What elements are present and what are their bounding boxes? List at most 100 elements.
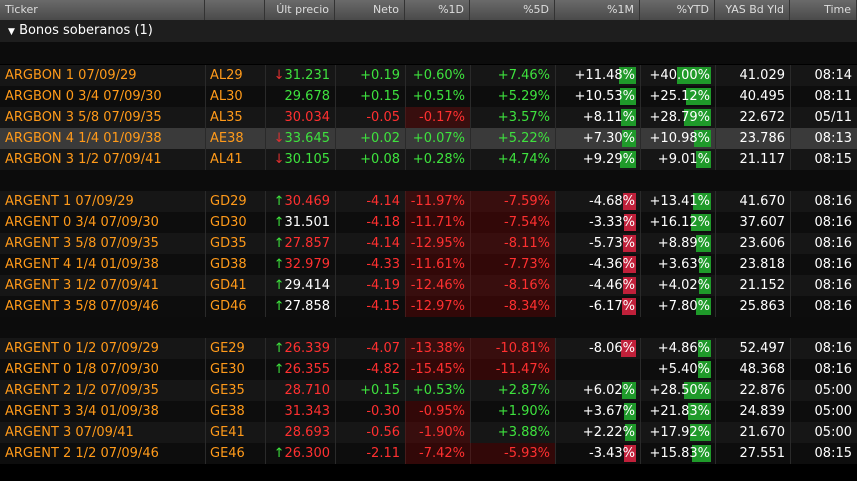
column-separator xyxy=(790,338,791,359)
cell-yld: 24.839 xyxy=(739,404,786,419)
cell-price: 29.678 xyxy=(284,89,331,104)
cell-d5: -8.34% xyxy=(470,296,555,317)
cell-d1: +0.51% xyxy=(412,89,465,104)
cell-price: ↑30.469 xyxy=(265,191,335,212)
cell-neto: -4.14 xyxy=(366,236,400,251)
column-separator xyxy=(715,128,716,149)
table-row[interactable]: ARGBON 3 1/2 07/09/41 AL41 ↓30.105 +0.08 +0.… xyxy=(0,149,857,170)
column-separator xyxy=(640,296,641,317)
price-value: 26.355 xyxy=(284,362,331,377)
column-separator xyxy=(640,149,641,170)
cell-d5: +5.29% xyxy=(497,89,550,104)
column-separator xyxy=(790,212,791,233)
blank-row xyxy=(0,170,857,191)
column-header[interactable]: %1D xyxy=(405,0,470,20)
column-separator xyxy=(405,296,406,317)
column-separator xyxy=(715,254,716,275)
trend-arrow: ↓ xyxy=(273,131,285,146)
column-separator xyxy=(715,212,716,233)
column-header[interactable]: Time xyxy=(790,0,857,20)
trend-arrow: ↓ xyxy=(273,68,285,83)
column-separator xyxy=(265,296,266,317)
cell-ytd: +4.02% xyxy=(657,278,710,293)
change-bar xyxy=(683,109,711,126)
cell-time: 08:16 xyxy=(814,257,852,272)
cell-time: 08:15 xyxy=(814,446,852,461)
column-header[interactable]: Neto xyxy=(335,0,405,20)
table-row[interactable]: ARGENT 2 1/2 07/09/35 GE35 28.710 +0.15 +0.5… xyxy=(0,380,857,401)
column-separator xyxy=(335,128,336,149)
column-header[interactable]: %1M xyxy=(555,0,640,20)
table-row[interactable]: ARGENT 3 3/4 01/09/38 GE38 31.343 -0.30 -0.9… xyxy=(0,401,857,422)
cell-time: 08:16 xyxy=(814,194,852,209)
cell-d1: -11.71% xyxy=(405,212,470,233)
table-row[interactable]: ARGENT 0 3/4 07/09/30 GD30 ↑31.501 -4.18 -11… xyxy=(0,212,857,233)
column-header[interactable] xyxy=(205,0,265,20)
cell-d1: -11.97% xyxy=(405,191,470,212)
column-separator xyxy=(405,107,406,128)
cell-ytd: +3.63% xyxy=(657,257,710,272)
change-bar xyxy=(694,130,711,147)
cell-d1: +0.28% xyxy=(412,152,465,167)
change-bar xyxy=(622,235,636,252)
cell-d1: -12.95% xyxy=(405,233,470,254)
cell-d5: -7.59% xyxy=(470,191,555,212)
column-separator xyxy=(790,191,791,212)
column-separator xyxy=(790,443,791,464)
column-separator xyxy=(640,422,641,443)
column-header[interactable]: Últ precio xyxy=(265,0,335,20)
table-row[interactable]: ARGENT 3 1/2 07/09/41 GD41 ↑29.414 -4.19 -12… xyxy=(0,275,857,296)
column-separator xyxy=(715,443,716,464)
cell-d5: -7.54% xyxy=(470,212,555,233)
cell-price: ↑26.355 xyxy=(265,359,335,380)
column-separator xyxy=(640,107,641,128)
cell-d1: +0.60% xyxy=(412,68,465,83)
column-header[interactable]: %YTD xyxy=(640,0,715,20)
column-header[interactable]: Ticker xyxy=(0,0,205,20)
price-value: 31.231 xyxy=(284,68,331,83)
table-row[interactable]: ARGENT 3 07/09/41 GE41 28.693 -0.56 -1.90% +3… xyxy=(0,422,857,443)
column-separator xyxy=(715,422,716,443)
cell-price: ↑32.979 xyxy=(265,254,335,275)
column-separator xyxy=(205,65,206,86)
table-row[interactable]: ARGBON 1 07/09/29 AL29 ↓31.231 +0.19 +0.60% +… xyxy=(0,65,857,86)
column-separator xyxy=(715,359,716,380)
table-row[interactable]: ARGENT 2 1/2 07/09/46 GE46 ↑26.300 -2.11 -7.… xyxy=(0,443,857,464)
column-separator xyxy=(470,443,471,464)
cell-d5: +3.57% xyxy=(497,110,550,125)
column-separator xyxy=(470,380,471,401)
column-separator xyxy=(640,191,641,212)
column-separator xyxy=(205,275,206,296)
trend-arrow: ↑ xyxy=(273,299,285,314)
cell-m1: +8.11% xyxy=(582,110,635,125)
price-value: 29.414 xyxy=(284,278,331,293)
change-bar xyxy=(696,298,711,315)
cell-price: 28.710 xyxy=(284,383,331,398)
column-separator xyxy=(790,128,791,149)
table-row[interactable]: ARGENT 3 5/8 07/09/35 GD35 ↑27.857 -4.14 -12… xyxy=(0,233,857,254)
table-row[interactable]: ARGENT 0 1/8 07/09/30 GE30 ↑26.355 -4.82 -15… xyxy=(0,359,857,380)
table-row[interactable]: ARGENT 4 1/4 01/09/38 GD38 ↑32.979 -4.33 -11… xyxy=(0,254,857,275)
column-separator xyxy=(335,338,336,359)
table-row[interactable]: ARGBON 0 3/4 07/09/30 AL30 29.678 +0.15 +0.5… xyxy=(0,86,857,107)
change-bar xyxy=(622,298,636,315)
table-row[interactable]: ARGENT 1 07/09/29 GD29 ↑30.469 -4.14 -11.97%… xyxy=(0,191,857,212)
cell-m1: -5.73% xyxy=(589,236,635,251)
cell-yld: 25.863 xyxy=(739,299,786,314)
column-separator xyxy=(715,380,716,401)
change-bar xyxy=(698,256,711,273)
price-value: 32.979 xyxy=(284,257,331,272)
table-row[interactable]: ARGBON 3 5/8 07/09/35 AL35 30.034 -0.05 -0.1… xyxy=(0,107,857,128)
column-separator xyxy=(790,359,791,380)
cell-price: ↑29.414 xyxy=(265,275,335,296)
table-row[interactable]: ARGENT 0 1/2 07/09/29 GE29 ↑26.339 -4.07 -13… xyxy=(0,338,857,359)
table-row[interactable]: ARGENT 3 5/8 07/09/46 GD46 ↑27.858 -4.15 -12… xyxy=(0,296,857,317)
group-header[interactable]: ▼ Bonos soberanos (1) xyxy=(0,20,857,42)
table-row[interactable]: ARGBON 4 1/4 01/09/38 AE38 ↓33.645 +0.02 +0.… xyxy=(0,128,857,149)
cell-d5: -5.93% xyxy=(470,443,555,464)
cell-m1: +3.67% xyxy=(582,404,635,419)
column-separator xyxy=(205,233,206,254)
cell-time: 08:15 xyxy=(814,152,852,167)
column-header[interactable]: YAS Bd Yld xyxy=(715,0,790,20)
column-header[interactable]: %5D xyxy=(470,0,555,20)
